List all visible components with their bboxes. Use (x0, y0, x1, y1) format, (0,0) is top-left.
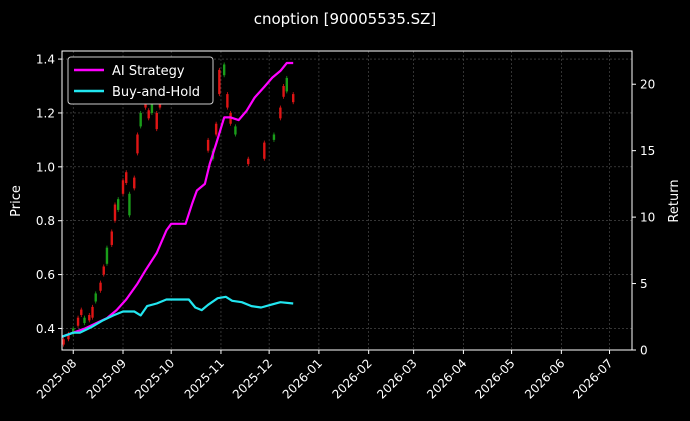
candle-body (279, 107, 282, 119)
legend-buy-and-hold-label: Buy-and-Hold (112, 85, 200, 100)
candle-body (282, 86, 285, 97)
candle-body (121, 180, 125, 194)
y-axis-right: 0 5 10 15 20 (632, 78, 655, 358)
candle-body (113, 204, 117, 221)
plot-frame (61, 50, 633, 351)
y-axis-left-label: Price (9, 185, 24, 217)
series-line-buy-and-hold (61, 295, 294, 338)
candles (62, 57, 295, 347)
candle-body (80, 309, 83, 315)
candle-body (147, 110, 150, 119)
candle-body (99, 282, 102, 291)
candle-body (128, 193, 131, 216)
candle-body (218, 69, 221, 95)
candle-body (94, 293, 97, 302)
y-tick-label-left: 0.6 (36, 268, 55, 282)
candle-body (150, 99, 154, 113)
candle-body (214, 123, 218, 135)
candle-body (102, 266, 105, 275)
legend: AI Strategy Buy-and-Hold (67, 56, 214, 105)
y-tick-label-right: 5 (640, 277, 648, 291)
candle-body (72, 328, 75, 334)
candle-body (125, 172, 128, 183)
candle-body (155, 112, 158, 130)
candle-body (285, 77, 288, 92)
candle-body (105, 247, 109, 264)
y-tick-label-right: 0 (640, 344, 648, 358)
legend-ai-strategy-label: AI Strategy (112, 64, 185, 79)
candle-body (110, 231, 113, 245)
y-tick-label-left: 1.2 (36, 106, 55, 120)
series-lines (61, 61, 294, 338)
candle-body (206, 139, 210, 151)
candle-body (88, 314, 91, 321)
candle-body (139, 112, 142, 127)
legend-box (67, 56, 214, 105)
y-tick-label-right: 15 (640, 144, 655, 158)
candle-body (234, 126, 237, 135)
candle-body (67, 333, 70, 340)
candle-body (136, 134, 139, 154)
candle-body (226, 94, 229, 108)
candle-body (292, 94, 295, 103)
y-tick-label-right: 20 (640, 78, 655, 92)
candle-body (83, 317, 86, 324)
candle-body (62, 339, 65, 345)
y-tick-label-right: 10 (640, 211, 655, 225)
candle-body (116, 199, 120, 210)
y-tick-label-left: 1.0 (36, 160, 55, 174)
y-tick-label-left: 0.8 (36, 214, 55, 228)
series-line-ai-strategy (61, 61, 294, 338)
candle-body (76, 317, 80, 326)
y-tick-label-left: 1.4 (36, 53, 55, 67)
y-axis-left: 0.4 0.6 0.8 1.0 1.2 1.4 (36, 53, 62, 336)
y-axis-right-label: Return (667, 179, 682, 222)
candle-body (247, 158, 250, 165)
candle-body (272, 134, 276, 140)
chart-title: cnoption [90005535.SZ] (254, 10, 437, 28)
candle-body (91, 306, 94, 318)
candle-body (133, 177, 136, 189)
y-tick-label-left: 0.4 (36, 322, 55, 336)
candle-body (222, 64, 226, 76)
candle-body (263, 142, 266, 159)
